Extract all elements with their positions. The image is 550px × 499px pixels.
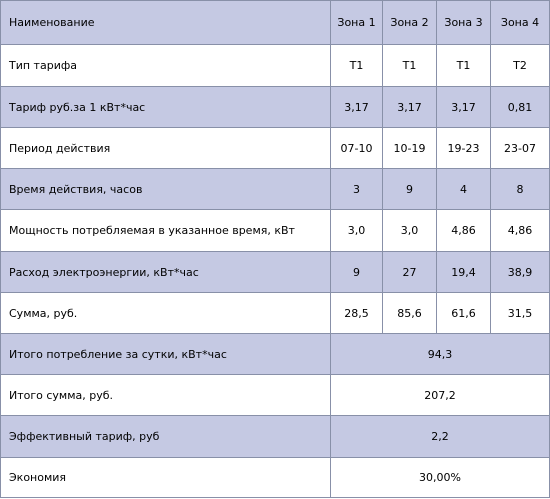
- row-value: 3,0: [331, 210, 383, 252]
- row-value: 38,9: [491, 252, 550, 293]
- row-value: 27: [383, 252, 437, 293]
- row-value: 31,5: [491, 293, 550, 334]
- row-value: 4,86: [491, 210, 550, 252]
- header-zone-3: Зона 3: [437, 0, 491, 45]
- row-value: Т1: [331, 45, 383, 87]
- row-value: 4,86: [437, 210, 491, 252]
- row-label: Время действия, часов: [0, 169, 331, 210]
- row-value: 3,17: [437, 87, 491, 128]
- header-zone-1: Зона 1: [331, 0, 383, 45]
- row-value: 3,0: [383, 210, 437, 252]
- table-row: Сумма, руб. 28,5 85,6 61,6 31,5: [0, 293, 550, 334]
- row-label: Тариф руб.за 1 кВт*час: [0, 87, 331, 128]
- header-name-cell: Наименование: [0, 0, 331, 45]
- total-value: 2,2: [331, 416, 550, 458]
- table-row: Тип тарифа Т1 Т1 Т1 Т2: [0, 45, 550, 87]
- row-value: 3,17: [331, 87, 383, 128]
- row-value: 28,5: [331, 293, 383, 334]
- total-row: Итого сумма, руб. 207,2: [0, 375, 550, 416]
- row-label: Период действия: [0, 128, 331, 169]
- row-label: Мощность потребляемая в указанное время,…: [0, 210, 331, 252]
- total-label: Эффективный тариф, руб: [0, 416, 331, 458]
- row-label: Расход электроэнергии, кВт*час: [0, 252, 331, 293]
- row-value: 9: [383, 169, 437, 210]
- table-row: Период действия 07-10 10-19 19-23 23-07: [0, 128, 550, 169]
- total-row: Экономия 30,00%: [0, 458, 550, 498]
- row-value: Т1: [437, 45, 491, 87]
- row-value: 23-07: [491, 128, 550, 169]
- row-value: 19-23: [437, 128, 491, 169]
- row-value: 8: [491, 169, 550, 210]
- table-row: Мощность потребляемая в указанное время,…: [0, 210, 550, 252]
- table-row: Расход электроэнергии, кВт*час 9 27 19,4…: [0, 252, 550, 293]
- row-value: 4: [437, 169, 491, 210]
- row-value: Т2: [491, 45, 550, 87]
- header-zone-2: Зона 2: [383, 0, 437, 45]
- row-value: 61,6: [437, 293, 491, 334]
- total-value: 30,00%: [331, 458, 550, 498]
- total-label: Итого сумма, руб.: [0, 375, 331, 416]
- row-value: 3: [331, 169, 383, 210]
- row-value: Т1: [383, 45, 437, 87]
- table-row: Тариф руб.за 1 кВт*час 3,17 3,17 3,17 0,…: [0, 87, 550, 128]
- row-value: 9: [331, 252, 383, 293]
- total-row: Итого потребление за сутки, кВт*час 94,3: [0, 334, 550, 375]
- row-value: 0,81: [491, 87, 550, 128]
- row-label: Тип тарифа: [0, 45, 331, 87]
- table-row: Время действия, часов 3 9 4 8: [0, 169, 550, 210]
- total-label: Экономия: [0, 458, 331, 498]
- header-row: Наименование Зона 1 Зона 2 Зона 3 Зона 4: [0, 0, 550, 45]
- header-zone-4: Зона 4: [491, 0, 550, 45]
- row-value: 3,17: [383, 87, 437, 128]
- row-value: 19,4: [437, 252, 491, 293]
- row-value: 85,6: [383, 293, 437, 334]
- row-label: Сумма, руб.: [0, 293, 331, 334]
- total-row: Эффективный тариф, руб 2,2: [0, 416, 550, 458]
- total-label: Итого потребление за сутки, кВт*час: [0, 334, 331, 375]
- total-value: 207,2: [331, 375, 550, 416]
- row-value: 07-10: [331, 128, 383, 169]
- total-value: 94,3: [331, 334, 550, 375]
- row-value: 10-19: [383, 128, 437, 169]
